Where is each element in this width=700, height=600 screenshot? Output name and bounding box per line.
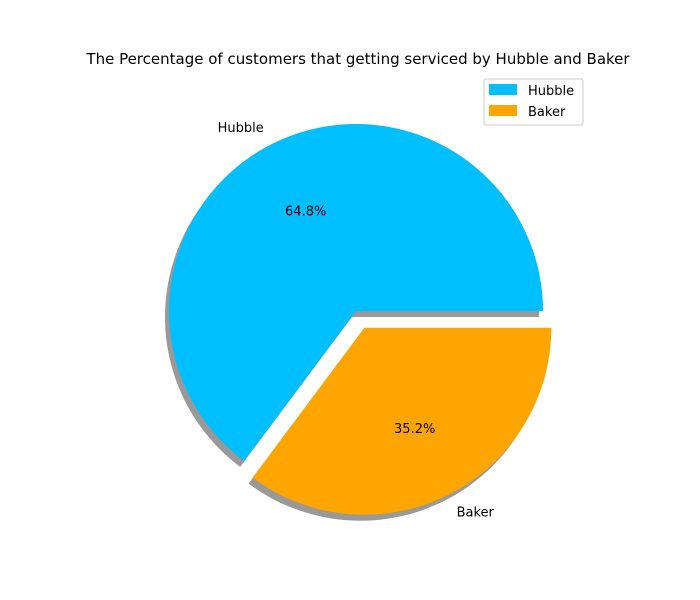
slice-label-baker: Baker: [457, 506, 495, 521]
legend-swatch-baker: [489, 105, 517, 116]
slice-label-hubble: Hubble: [218, 121, 264, 136]
pie-slice-hubble: [168, 124, 544, 461]
legend-label-baker: Baker: [528, 105, 566, 120]
legend-swatch-hubble: [489, 84, 517, 95]
pie-slices: [168, 124, 552, 515]
pie-labels: Hubble 64.8% Baker 35.2%: [218, 121, 495, 520]
slice-percent-baker: 35.2%: [394, 422, 435, 437]
legend: Hubble Baker: [483, 78, 584, 126]
chart-title: The Percentage of customers that getting…: [85, 50, 630, 68]
pie-slice-baker: [252, 327, 552, 515]
legend-label-hubble: Hubble: [528, 84, 574, 99]
slice-percent-hubble: 64.8%: [285, 205, 326, 220]
